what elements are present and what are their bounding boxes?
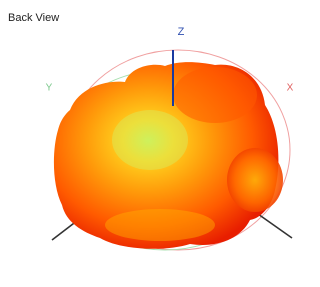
- axis-label: X: [287, 83, 294, 94]
- radiation-pattern-view: Back View Z Y X: [0, 0, 299, 287]
- radiation-pattern: [54, 62, 283, 249]
- axis-label: Y: [46, 83, 53, 94]
- view-title: Back View: [8, 12, 59, 24]
- axis-label: Z: [178, 26, 185, 38]
